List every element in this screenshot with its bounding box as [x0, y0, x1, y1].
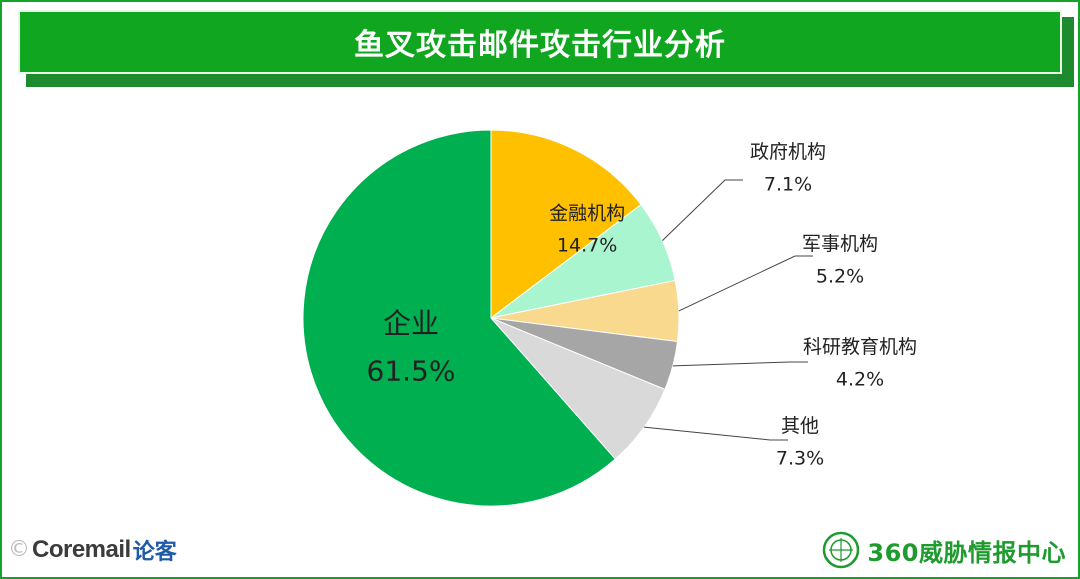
slice-value-label: 14.7%	[557, 235, 617, 257]
leader-line	[678, 255, 813, 312]
slice-label: 政府机构	[750, 141, 826, 163]
un-emblem-icon	[823, 531, 860, 569]
brand-360-text: 360威胁情报中心	[867, 538, 1066, 567]
slice-value-label: 5.2%	[816, 265, 864, 287]
slice-label: 科研教育机构	[803, 336, 917, 358]
slice-value-label: 4.2%	[836, 368, 884, 390]
slice-value-label: 61.5%	[367, 355, 456, 388]
coremail-logo-sub: 论客	[132, 540, 177, 565]
slice-label: 军事机构	[802, 233, 878, 255]
slice-label: 其他	[781, 415, 819, 437]
footer-right-brand: 360威胁情报中心	[821, 528, 1066, 572]
footer-left-logos: © Coremail 论客	[0, 530, 177, 570]
slice-label: 金融机构	[549, 202, 625, 224]
chart-title: 鱼叉攻击邮件攻击行业分析	[354, 28, 726, 63]
slice-value-label: 7.1%	[764, 173, 812, 195]
leader-line	[644, 426, 788, 441]
slice-value-label: 7.3%	[776, 447, 824, 469]
watermark-icon: ©	[8, 537, 30, 562]
pie-slice	[490, 129, 642, 320]
coremail-logo: Coremail	[32, 536, 131, 563]
leader-line	[661, 179, 743, 241]
title-bar: 鱼叉攻击邮件攻击行业分析	[18, 10, 1062, 74]
pie-slice	[302, 129, 617, 507]
slice-label: 企业	[383, 307, 439, 340]
leader-line	[672, 361, 808, 367]
